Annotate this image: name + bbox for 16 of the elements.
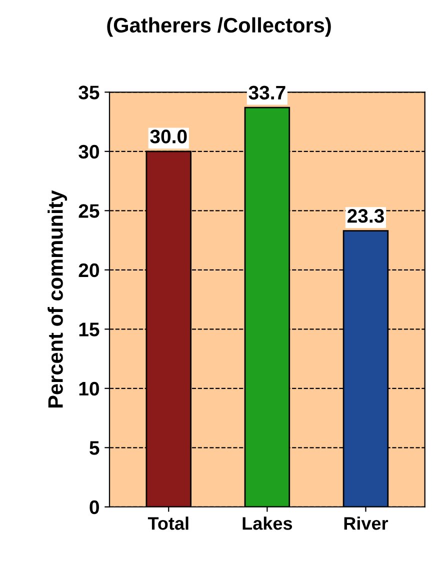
chart-title: (Gatherers /Collectors) [107, 17, 331, 37]
y-tick-label: 5 [90, 441, 100, 455]
y-axis-title: Percent of community [48, 190, 68, 408]
x-tick-label: Total [148, 516, 188, 530]
y-tick-label: 0 [90, 500, 99, 514]
data-label: 30.0 [150, 130, 187, 144]
y-tick-label: 10 [79, 382, 99, 396]
y-tick-label: 30 [78, 144, 99, 159]
y-tick-label: 25 [78, 204, 100, 218]
data-label: 23.3 [347, 209, 384, 223]
x-tick-label: Lakes [242, 516, 292, 530]
y-tick-label: 35 [78, 86, 100, 100]
y-tick-label: 20 [78, 263, 99, 278]
y-tick-label: 15 [79, 322, 100, 336]
data-label: 33.7 [248, 86, 286, 100]
x-tick-label: River [344, 516, 388, 530]
